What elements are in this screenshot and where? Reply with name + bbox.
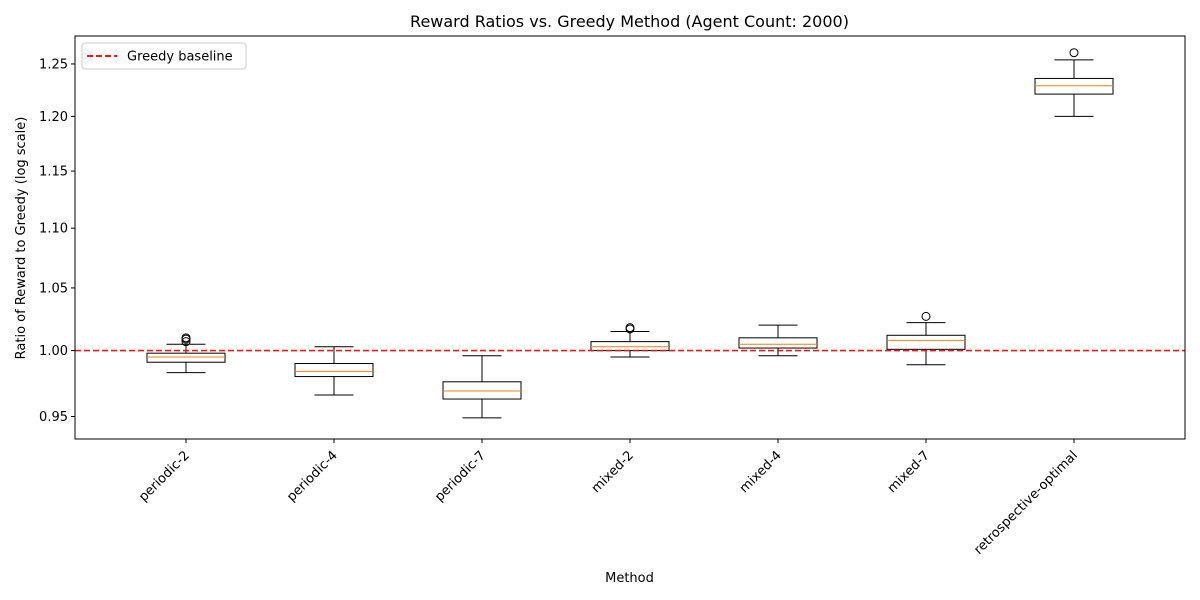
- x-tick-label: retrospective-optimal: [971, 448, 1080, 557]
- legend-frame: [81, 42, 247, 70]
- plot-area: [75, 48, 1185, 419]
- box-retrospective-optimal: [1034, 48, 1114, 117]
- x-tick-label: periodic-2: [136, 448, 193, 505]
- x-axis: periodic-2 periodic-4 periodic-7 mixed-2 mix…: [136, 439, 1081, 558]
- x-tick-label: mixed-7: [885, 448, 933, 496]
- y-axis: 0.95 1.00 1.05 1.10 1.15 1.20 1.25: [39, 57, 75, 425]
- outlier-point: [181, 337, 191, 347]
- box-iqr: [886, 334, 966, 350]
- box-periodic-4: [294, 346, 374, 396]
- outlier-point: [625, 323, 635, 333]
- outlier-point: [181, 333, 191, 343]
- y-tick-label: 1.05: [39, 281, 68, 296]
- legend-baseline-label: Greedy baseline: [127, 50, 233, 65]
- y-axis-label: Ratio of Reward to Greedy (log scale): [14, 117, 29, 360]
- box-mixed-2: [590, 323, 670, 358]
- box-iqr: [146, 352, 226, 363]
- box-iqr: [442, 381, 522, 400]
- x-tick-label: periodic-7: [432, 448, 489, 505]
- box-iqr: [294, 363, 374, 378]
- box-iqr: [738, 337, 818, 349]
- y-tick-label: 1.25: [39, 57, 68, 72]
- outlier-point: [921, 311, 931, 321]
- y-tick-label: 1.00: [39, 344, 68, 359]
- box-periodic-7: [442, 355, 522, 419]
- outlier-point: [1069, 48, 1079, 58]
- x-axis-label: Method: [605, 571, 654, 586]
- x-tick-label: mixed-2: [589, 448, 637, 496]
- chart-title: Reward Ratios vs. Greedy Method (Agent C…: [410, 12, 849, 31]
- box-periodic-2: [146, 333, 226, 374]
- box-mixed-4: [738, 324, 818, 357]
- y-tick-label: 1.20: [39, 110, 68, 125]
- box-iqr: [1034, 77, 1114, 95]
- legend: Greedy baseline: [81, 42, 247, 70]
- y-tick-label: 0.95: [39, 410, 68, 425]
- y-tick-label: 1.10: [39, 222, 68, 237]
- box-mixed-7: [886, 311, 966, 366]
- plot-frame: [74, 35, 1186, 440]
- y-tick-label: 1.15: [39, 165, 68, 180]
- x-tick-label: periodic-4: [284, 448, 341, 505]
- box-iqr: [590, 341, 670, 352]
- x-tick-label: mixed-4: [737, 448, 785, 496]
